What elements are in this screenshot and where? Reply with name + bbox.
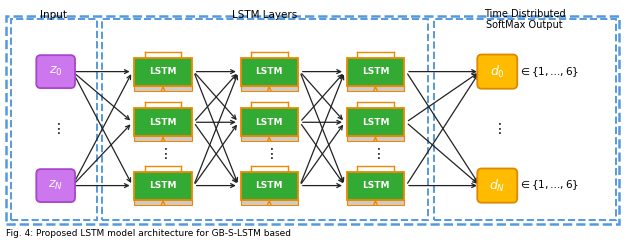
Bar bbox=[240, 136, 298, 141]
Text: LSTM: LSTM bbox=[362, 181, 389, 190]
Bar bbox=[240, 85, 298, 91]
Text: LSTM: LSTM bbox=[150, 67, 177, 76]
Bar bbox=[135, 58, 192, 85]
Text: $\vdots$: $\vdots$ bbox=[493, 121, 502, 136]
Text: LSTM: LSTM bbox=[255, 67, 283, 76]
Bar bbox=[135, 136, 192, 141]
Bar bbox=[347, 85, 404, 91]
Text: $z_N$: $z_N$ bbox=[48, 179, 63, 192]
Text: $\vdots$: $\vdots$ bbox=[371, 146, 380, 161]
Text: $z_0$: $z_0$ bbox=[49, 65, 63, 78]
Bar bbox=[240, 108, 298, 136]
FancyBboxPatch shape bbox=[477, 168, 517, 203]
Bar bbox=[102, 19, 428, 220]
Text: $d_0$: $d_0$ bbox=[490, 64, 505, 80]
Bar bbox=[240, 199, 298, 204]
Text: LSTM: LSTM bbox=[150, 181, 177, 190]
Text: Time Distributed
SoftMax Output: Time Distributed SoftMax Output bbox=[484, 9, 565, 30]
Text: LSTM: LSTM bbox=[362, 67, 389, 76]
Text: LSTM: LSTM bbox=[255, 181, 283, 190]
Bar bbox=[240, 172, 298, 199]
Bar bbox=[434, 19, 616, 220]
Text: Input: Input bbox=[40, 10, 67, 20]
Text: LSTM: LSTM bbox=[255, 118, 283, 127]
Text: $\in\{1,\ldots,6\}$: $\in\{1,\ldots,6\}$ bbox=[518, 65, 579, 78]
Bar bbox=[240, 58, 298, 85]
Text: LSTM Layers: LSTM Layers bbox=[232, 10, 297, 20]
FancyBboxPatch shape bbox=[36, 169, 75, 202]
Bar bbox=[135, 199, 192, 204]
Bar bbox=[347, 172, 404, 199]
Bar bbox=[135, 108, 192, 136]
Text: LSTM: LSTM bbox=[150, 118, 177, 127]
Bar bbox=[347, 108, 404, 136]
FancyBboxPatch shape bbox=[36, 55, 75, 88]
FancyBboxPatch shape bbox=[477, 54, 517, 89]
Text: Fig. 4: Proposed LSTM model architecture for GB-S-LSTM based: Fig. 4: Proposed LSTM model architecture… bbox=[6, 229, 290, 238]
Text: $\in\{1,\ldots,6\}$: $\in\{1,\ldots,6\}$ bbox=[518, 179, 579, 192]
Text: $d_N$: $d_N$ bbox=[489, 178, 505, 194]
Text: $\vdots$: $\vdots$ bbox=[158, 146, 168, 161]
Bar bbox=[6, 16, 619, 224]
Bar bbox=[347, 199, 404, 204]
Text: LSTM: LSTM bbox=[362, 118, 389, 127]
Bar bbox=[11, 19, 97, 220]
Text: $\vdots$: $\vdots$ bbox=[264, 146, 274, 161]
Bar bbox=[347, 58, 404, 85]
Bar bbox=[135, 172, 192, 199]
Text: $\vdots$: $\vdots$ bbox=[51, 121, 61, 136]
Bar bbox=[135, 85, 192, 91]
Bar bbox=[347, 136, 404, 141]
